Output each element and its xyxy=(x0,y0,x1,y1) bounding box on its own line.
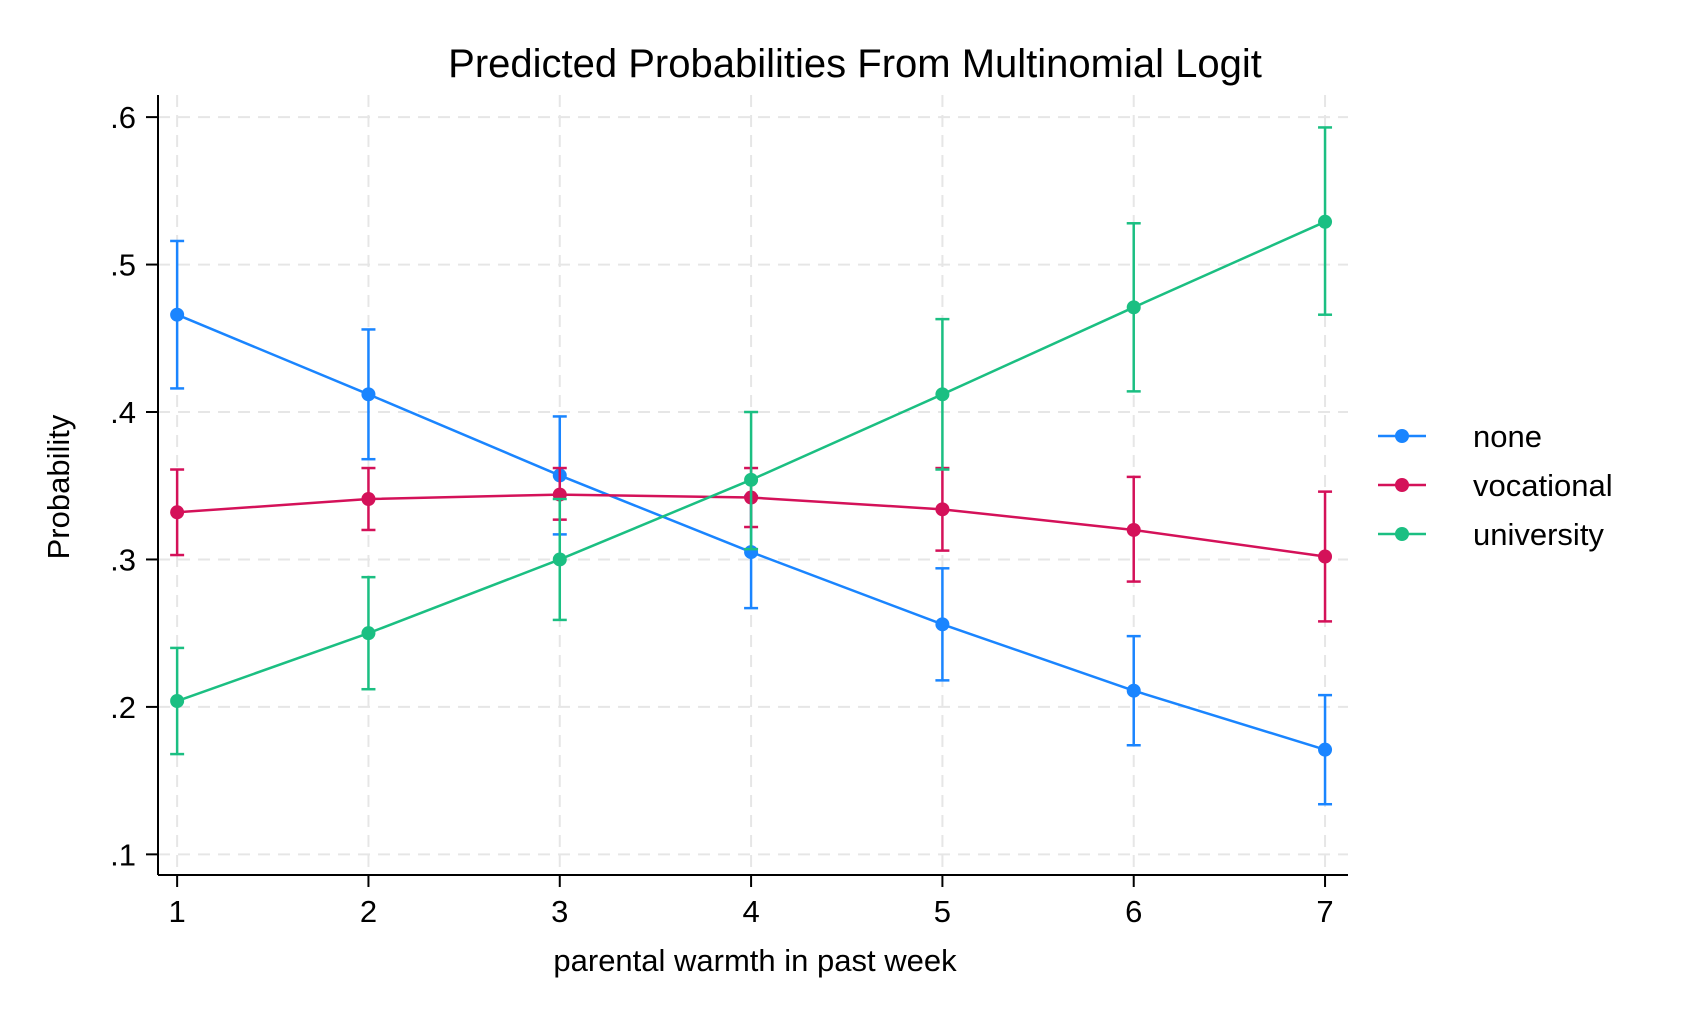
y-tick-label: .1 xyxy=(110,837,136,872)
data-point xyxy=(935,387,950,402)
x-tick-label: 2 xyxy=(360,894,377,929)
y-tick-label: .6 xyxy=(110,100,136,135)
legend-item-university: university xyxy=(1378,517,1604,552)
y-tick-label: .4 xyxy=(110,395,136,430)
legend-marker xyxy=(1395,429,1409,443)
data-point xyxy=(361,387,376,402)
data-point xyxy=(1126,300,1141,315)
y-tick-label: .2 xyxy=(110,690,136,725)
x-tick-label: 7 xyxy=(1316,894,1333,929)
data-point xyxy=(361,492,376,507)
data-point xyxy=(935,502,950,517)
x-tick-label: 3 xyxy=(551,894,568,929)
data-point xyxy=(361,626,376,641)
data-point xyxy=(170,505,185,520)
data-point xyxy=(1126,683,1141,698)
y-tick-label: .5 xyxy=(110,248,136,283)
data-series xyxy=(170,126,1333,806)
y-tick-label: .3 xyxy=(110,542,136,577)
data-point xyxy=(1318,214,1333,229)
data-point xyxy=(1318,549,1333,564)
legend-marker xyxy=(1395,478,1409,492)
legend-item-none: none xyxy=(1378,419,1542,454)
chart-title: Predicted Probabilities From Multinomial… xyxy=(448,42,1262,86)
data-point xyxy=(170,307,185,322)
legend-label: vocational xyxy=(1473,468,1613,503)
x-tick-label: 6 xyxy=(1125,894,1142,929)
x-tick-label: 5 xyxy=(934,894,951,929)
data-point xyxy=(552,552,567,567)
data-point xyxy=(1318,742,1333,757)
data-point xyxy=(1126,522,1141,537)
series-university xyxy=(170,126,1333,756)
y-axis-label: Probability xyxy=(41,414,76,559)
data-point xyxy=(170,694,185,709)
data-point xyxy=(935,617,950,632)
legend: none vocational university xyxy=(1378,419,1613,552)
x-tick-label: 4 xyxy=(742,894,759,929)
x-tick-label: 1 xyxy=(169,894,186,929)
legend-label: university xyxy=(1473,517,1604,552)
x-axis-label: parental warmth in past week xyxy=(553,943,957,978)
data-point xyxy=(744,472,759,487)
legend-item-vocational: vocational xyxy=(1378,468,1613,503)
axes: .1 .2 .3 .4 .5 .6 1 2 3 4 5 6 7 xyxy=(110,95,1348,929)
legend-label: none xyxy=(1473,419,1542,454)
legend-marker xyxy=(1395,527,1409,541)
